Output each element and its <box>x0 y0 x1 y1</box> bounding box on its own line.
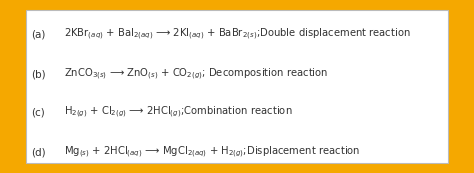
FancyBboxPatch shape <box>26 10 448 163</box>
Text: 2KBr$_{(aq)}$ + BaI$_{2(aq)}$ ⟶ 2KI$_{(aq)}$ + BaBr$_{2(s)}$;Double displacement: 2KBr$_{(aq)}$ + BaI$_{2(aq)}$ ⟶ 2KI$_{(a… <box>64 27 411 42</box>
Text: H$_{2(g)}$ + Cl$_{2(g)}$ ⟶ 2HCl$_{(g)}$;Combination reaction: H$_{2(g)}$ + Cl$_{2(g)}$ ⟶ 2HCl$_{(g)}$;… <box>64 105 292 120</box>
Text: Mg$_{(s)}$ + 2HCl$_{(aq)}$ ⟶ MgCl$_{2(aq)}$ + H$_{2(g)}$;Displacement reaction: Mg$_{(s)}$ + 2HCl$_{(aq)}$ ⟶ MgCl$_{2(aq… <box>64 144 360 160</box>
Text: ZnCO$_{3(s)}$ ⟶ ZnO$_{(s)}$ + CO$_{2(g)}$; Decomposition reaction: ZnCO$_{3(s)}$ ⟶ ZnO$_{(s)}$ + CO$_{2(g)}… <box>64 67 328 82</box>
Text: (a): (a) <box>31 30 45 40</box>
Text: (b): (b) <box>31 69 46 79</box>
Text: (c): (c) <box>31 107 45 117</box>
Text: (d): (d) <box>31 147 46 157</box>
